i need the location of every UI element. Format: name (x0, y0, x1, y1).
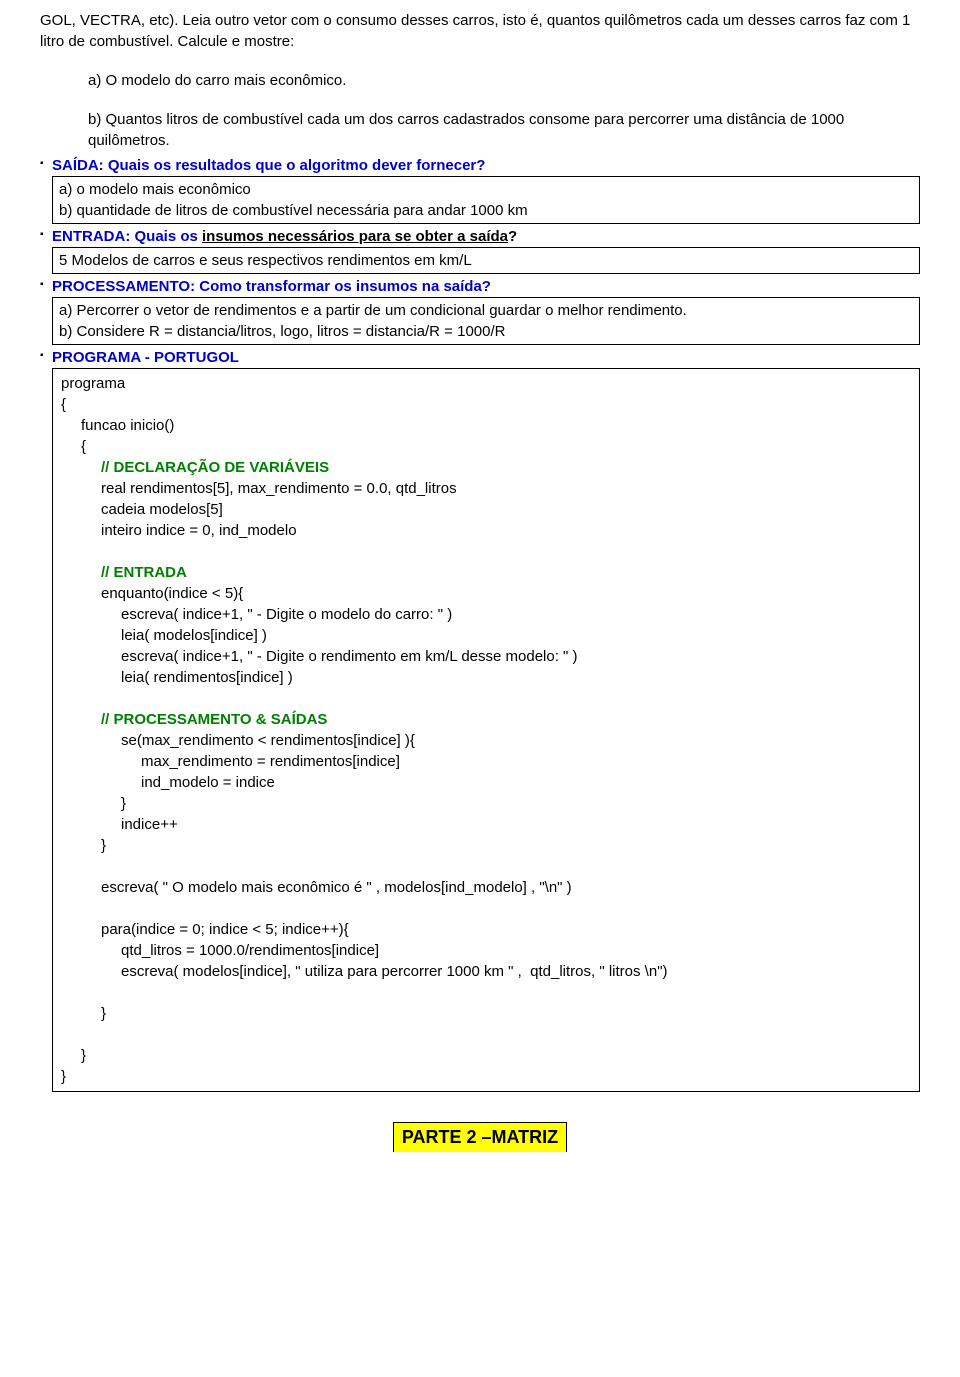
code-line: leia( modelos[indice] ) (61, 625, 911, 646)
code-line: { (61, 394, 911, 415)
code-line: max_rendimento = rendimentos[indice] (61, 751, 911, 772)
spacer (40, 56, 920, 70)
bullet-marker-icon: ▪ (40, 276, 52, 294)
code-line: enquanto(indice < 5){ (61, 583, 911, 604)
code-line: real rendimentos[5], max_rendimento = 0.… (61, 478, 911, 499)
code-blank (61, 1024, 911, 1045)
bullet-processamento: ▪ PROCESSAMENTO: Como transformar os ins… (40, 276, 920, 297)
code-blank (61, 541, 911, 562)
part2-heading: PARTE 2 –MATRIZ (393, 1122, 567, 1152)
bullet-programa: ▪ PROGRAMA - PORTUGOL (40, 347, 920, 368)
entrada-heading-post: ? (508, 228, 517, 245)
code-line: programa (61, 373, 911, 394)
code-line: se(max_rendimento < rendimentos[indice] … (61, 730, 911, 751)
intro-paragraph: GOL, VECTRA, etc). Leia outro vetor com … (40, 10, 920, 52)
bullet-marker-icon: ▪ (40, 347, 52, 365)
code-line: escreva( " O modelo mais econômico é " ,… (61, 877, 911, 898)
code-comment-declaracao: // DECLARAÇÃO DE VARIÁVEIS (61, 457, 911, 478)
processamento-heading: PROCESSAMENTO: Como transformar os insum… (52, 278, 491, 295)
part2-container: PARTE 2 –MATRIZ (40, 1122, 920, 1152)
intro-item-a: a) O modelo do carro mais econômico. (40, 70, 920, 91)
intro-item-b: b) Quantos litros de combustível cada um… (40, 109, 920, 151)
code-line: leia( rendimentos[indice] ) (61, 667, 911, 688)
code-comment-entrada: // ENTRADA (61, 562, 911, 583)
code-blank (61, 898, 911, 919)
processamento-box-a: a) Percorrer o vetor de rendimentos e a … (59, 300, 913, 321)
code-line: escreva( indice+1, " - Digite o rendimen… (61, 646, 911, 667)
code-line: inteiro indice = 0, ind_modelo (61, 520, 911, 541)
document-body: GOL, VECTRA, etc). Leia outro vetor com … (40, 10, 920, 1152)
processamento-box: a) Percorrer o vetor de rendimentos e a … (52, 297, 920, 345)
bullet-entrada: ▪ ENTRADA: Quais os insumos necessários … (40, 226, 920, 247)
code-comment-processamento: // PROCESSAMENTO & SAÍDAS (61, 709, 911, 730)
code-line: para(indice = 0; indice < 5; indice++){ (61, 919, 911, 940)
programa-heading: PROGRAMA - PORTUGOL (52, 349, 239, 366)
code-line: } (61, 1066, 911, 1087)
code-line: funcao inicio() (61, 415, 911, 436)
saida-box-b: b) quantidade de litros de combustível n… (59, 200, 913, 221)
code-line: escreva( indice+1, " - Digite o modelo d… (61, 604, 911, 625)
code-blank (61, 982, 911, 1003)
entrada-box: 5 Modelos de carros e seus respectivos r… (52, 247, 920, 274)
code-line: } (61, 1003, 911, 1024)
code-blank (61, 856, 911, 877)
saida-box: a) o modelo mais econômico b) quantidade… (52, 176, 920, 224)
code-line: qtd_litros = 1000.0/rendimentos[indice] (61, 940, 911, 961)
processamento-box-b: b) Considere R = distancia/litros, logo,… (59, 321, 913, 342)
code-line: } (61, 1045, 911, 1066)
entrada-box-text: 5 Modelos de carros e seus respectivos r… (59, 250, 913, 271)
code-blank (61, 688, 911, 709)
code-line: } (61, 835, 911, 856)
code-line: } (61, 793, 911, 814)
bullet-marker-icon: ▪ (40, 226, 52, 244)
code-line: { (61, 436, 911, 457)
bullet-marker-icon: ▪ (40, 155, 52, 173)
code-line: indice++ (61, 814, 911, 835)
code-box: programa { funcao inicio() { // DECLARAÇ… (52, 368, 920, 1092)
spacer (40, 95, 920, 109)
code-line: escreva( modelos[indice], " utiliza para… (61, 961, 911, 982)
bullet-saida: ▪ SAÍDA: Quais os resultados que o algor… (40, 155, 920, 176)
saida-box-a: a) o modelo mais econômico (59, 179, 913, 200)
entrada-heading-pre: ENTRADA: Quais os (52, 228, 202, 245)
code-line: cadeia modelos[5] (61, 499, 911, 520)
saida-heading: SAÍDA: Quais os resultados que o algorit… (52, 157, 485, 174)
entrada-heading-underline: insumos necessários para se obter a saíd… (202, 228, 508, 245)
code-line: ind_modelo = indice (61, 772, 911, 793)
